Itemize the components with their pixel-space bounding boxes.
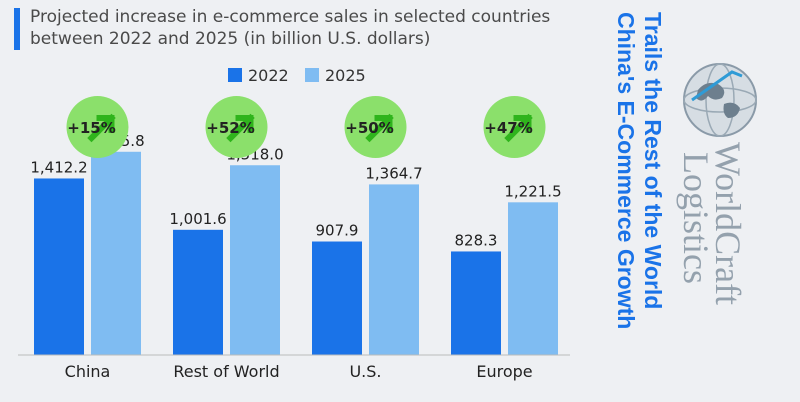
growth-arrow-icon	[504, 113, 533, 143]
legend-swatch-2022	[228, 68, 242, 82]
bar-2022	[312, 241, 362, 355]
legend-swatch-2025	[305, 68, 319, 82]
data-label: 828.3	[455, 231, 498, 249]
bar-2025	[230, 165, 280, 355]
growth-arrow-icon	[226, 113, 255, 143]
growth-badge	[66, 96, 129, 158]
worldcraft-logo: WorldCraft Logistics	[672, 60, 772, 360]
bar-2025	[508, 202, 558, 355]
growth-label: +50%	[345, 119, 393, 137]
bar-2022	[451, 251, 501, 355]
growth-arrow-icon	[87, 113, 116, 143]
growth-label: +47%	[484, 119, 532, 137]
bar-2022	[34, 178, 84, 355]
growth-badge	[483, 96, 546, 158]
bar-2022	[173, 229, 223, 355]
growth-badge	[344, 96, 407, 158]
logo-line1: WorldCraft	[708, 142, 748, 305]
data-label: 1,364.7	[365, 164, 422, 182]
growth-arrow-icon	[365, 113, 394, 143]
growth-label: +52%	[206, 119, 254, 137]
logo-line2: Logistics	[676, 152, 716, 284]
data-label: 1,412.2	[30, 158, 87, 176]
headline: China's E-Commerce Growth Trails the Res…	[590, 8, 666, 398]
data-label: 1,221.5	[504, 182, 561, 200]
legend-label-2022: 2022	[248, 66, 289, 85]
category-label: Rest of World	[173, 362, 279, 381]
globe-icon	[683, 63, 757, 137]
bar-chart: 202220251,412.21,625.8China+15%1,001.61,…	[18, 66, 570, 381]
bar-2025	[369, 184, 419, 355]
growth-badge	[205, 96, 268, 158]
data-label: 1,001.6	[169, 210, 226, 228]
headline-line2: Trails the Rest of the World	[640, 12, 666, 309]
title-accent-bar	[14, 8, 20, 50]
bar-2025	[91, 151, 141, 355]
chart-title: Projected increase in e-commerce sales i…	[30, 7, 551, 49]
category-label: China	[65, 362, 111, 381]
category-label: Europe	[476, 362, 532, 381]
data-label: 907.9	[316, 222, 359, 240]
growth-label: +15%	[67, 119, 115, 137]
headline-line1: China's E-Commerce Growth	[613, 12, 639, 329]
category-label: U.S.	[349, 362, 381, 381]
legend-label-2025: 2025	[325, 66, 366, 85]
